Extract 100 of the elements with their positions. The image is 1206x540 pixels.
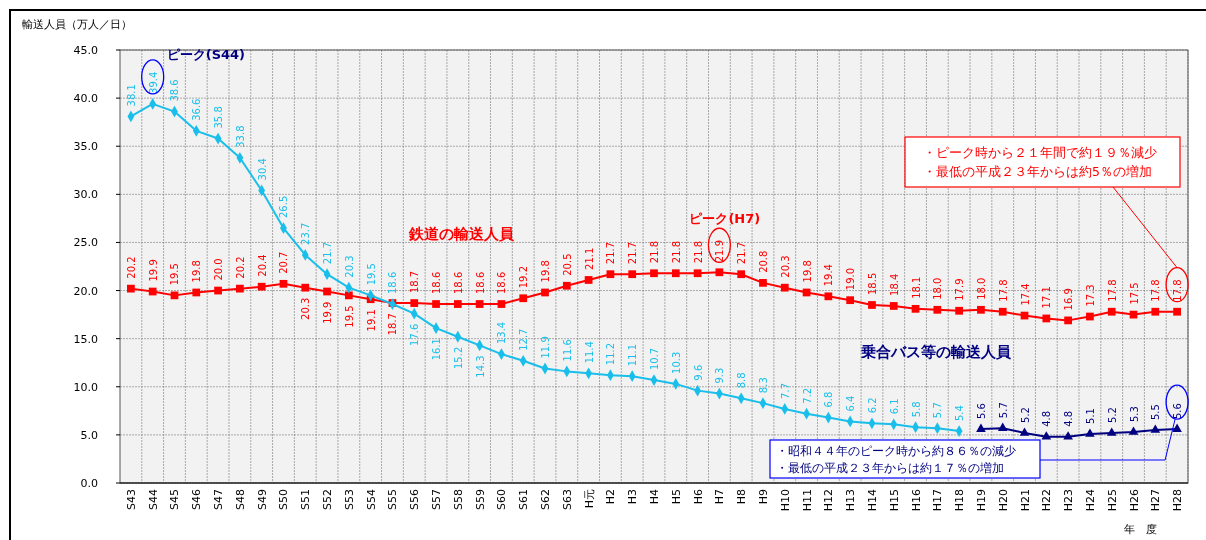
data-label: 6.2 xyxy=(866,397,878,414)
point xyxy=(824,292,833,301)
x-tick-label: S49 xyxy=(255,489,269,510)
point xyxy=(1086,312,1094,321)
x-tick-label: S53 xyxy=(342,489,356,510)
data-label: 16.1 xyxy=(431,338,443,361)
x-tick-label: S55 xyxy=(386,489,400,510)
annotation: ・昭和４４年のピーク時から約８６％の減少 xyxy=(776,444,1016,458)
data-label: 19.9 xyxy=(322,301,334,324)
x-tick-label: H17 xyxy=(931,489,945,512)
x-tick-label: H22 xyxy=(1040,489,1054,512)
x-tick-label: H9 xyxy=(756,489,770,505)
data-label: 18.7 xyxy=(409,270,421,294)
point xyxy=(976,423,986,432)
x-tick-label: H6 xyxy=(691,489,705,505)
point xyxy=(192,288,201,297)
point xyxy=(584,276,593,284)
point xyxy=(780,283,789,292)
data-label: 5.7 xyxy=(997,402,1009,419)
x-tick-label: S52 xyxy=(321,489,335,510)
data-label: 18.4 xyxy=(888,273,900,296)
data-label: 7.2 xyxy=(801,387,813,404)
x-tick-label: S48 xyxy=(233,489,247,510)
x-tick-label: H24 xyxy=(1083,489,1097,512)
data-label: 18.6 xyxy=(452,271,464,295)
data-label: 11.9 xyxy=(540,336,552,359)
data-label: 19.2 xyxy=(518,265,530,289)
point xyxy=(1085,428,1095,437)
text: 鉄道の輸送人員 xyxy=(408,225,516,244)
x-tick-label: H15 xyxy=(887,489,901,512)
x-tick-label: S47 xyxy=(212,489,226,510)
point xyxy=(541,288,549,297)
data-label: 21.9 xyxy=(714,240,726,263)
data-label: 20.8 xyxy=(757,250,769,273)
point xyxy=(1019,427,1030,436)
point xyxy=(759,278,767,287)
data-label: 16.9 xyxy=(1063,288,1075,311)
data-label: 18.6 xyxy=(431,271,443,295)
data-label: 19.4 xyxy=(823,264,835,287)
x-tick-label: H8 xyxy=(735,489,749,505)
point xyxy=(257,282,266,291)
data-label: 19.5 xyxy=(343,305,355,328)
x-tick-label: H20 xyxy=(996,489,1010,512)
point xyxy=(955,306,964,315)
data-label: 36.6 xyxy=(191,98,203,121)
point xyxy=(127,284,135,293)
data-label: 18.6 xyxy=(474,271,486,295)
point xyxy=(933,305,942,314)
point xyxy=(606,270,615,279)
annotation: ピーク(S44) xyxy=(166,46,246,62)
x-tick-label: H元 xyxy=(582,489,596,509)
x-tick-label: S56 xyxy=(408,489,422,510)
data-label: 19.5 xyxy=(365,263,377,286)
data-label: 39.4 xyxy=(147,71,159,94)
data-label: 4.8 xyxy=(1041,410,1053,427)
data-label: 4.8 xyxy=(1063,410,1075,427)
data-label: 17.8 xyxy=(1106,279,1118,302)
x-tick-label: H12 xyxy=(822,489,836,512)
data-label: 20.3 xyxy=(343,255,355,278)
data-label: 19.1 xyxy=(365,309,377,332)
point xyxy=(671,269,680,278)
data-label: 19.0 xyxy=(845,267,857,291)
point xyxy=(475,300,484,308)
x-tick-label: S46 xyxy=(190,489,204,510)
data-label: 17.8 xyxy=(1172,279,1184,302)
annotation: ・最低の平成２３年からは約5％の増加 xyxy=(923,164,1152,179)
x-tick-label: H14 xyxy=(865,489,879,512)
data-label: 5.4 xyxy=(954,405,966,422)
data-label: 20.2 xyxy=(234,256,246,279)
x-tick-label: H7 xyxy=(713,489,727,505)
data-label: 20.3 xyxy=(779,255,791,278)
data-label: 6.8 xyxy=(823,391,835,408)
data-label: 11.1 xyxy=(627,343,639,367)
data-label: 9.3 xyxy=(714,367,726,384)
x-tick-label: S63 xyxy=(560,489,574,510)
data-label: 6.4 xyxy=(845,395,857,412)
data-label: 8.3 xyxy=(757,377,769,394)
point xyxy=(693,269,702,278)
data-label: 18.6 xyxy=(387,271,399,295)
data-label: 5.2 xyxy=(1106,407,1118,423)
point xyxy=(1128,426,1139,435)
y-tick-label: 35.0 xyxy=(73,140,98,154)
point xyxy=(1064,316,1072,325)
point xyxy=(1150,424,1161,433)
data-label: 5.1 xyxy=(1084,408,1096,424)
annotation: ・最低の平成２３年からは約１７％の増加 xyxy=(776,461,1004,475)
point xyxy=(889,302,898,310)
data-label: 17.1 xyxy=(1041,286,1053,309)
x-tick-label: S50 xyxy=(277,489,291,510)
point xyxy=(715,268,724,277)
x-tick-label: S57 xyxy=(430,489,444,510)
data-label: 18.0 xyxy=(975,277,987,300)
data-label: 18.1 xyxy=(910,276,922,299)
y-tick-label: 10.0 xyxy=(73,380,98,394)
x-tick-label: H2 xyxy=(604,489,618,505)
x-axis-title: 年 度 xyxy=(1123,523,1157,536)
x-tick-label: S59 xyxy=(473,489,487,510)
point xyxy=(846,296,855,305)
data-label: 19.9 xyxy=(147,259,159,282)
point xyxy=(1041,431,1052,440)
